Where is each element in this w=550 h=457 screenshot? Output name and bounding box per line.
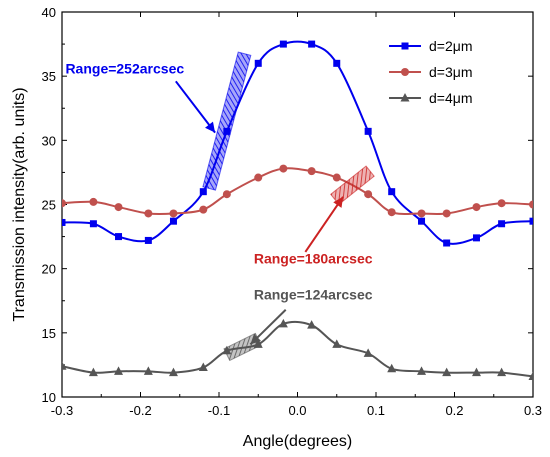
annotation-arrow-head [205, 121, 216, 133]
range-band [202, 51, 252, 191]
data-point [472, 203, 481, 212]
x-tick-label: -0.2 [129, 403, 151, 418]
data-point [144, 209, 153, 218]
data-point [388, 188, 396, 196]
data-point [254, 173, 263, 182]
x-tick-label: -0.1 [208, 403, 230, 418]
data-point [62, 218, 66, 226]
data-point [443, 239, 451, 247]
data-point [417, 366, 427, 375]
data-point [529, 217, 533, 225]
legend-label: d=2μm [429, 38, 472, 54]
data-point [308, 40, 316, 48]
y-axis-label: Transmission intensity(arb. units) [11, 87, 28, 321]
data-point [417, 209, 426, 218]
data-point [62, 199, 66, 208]
data-point [307, 167, 316, 176]
annotation-arrow-line [175, 80, 216, 134]
data-point [364, 127, 372, 135]
data-point [88, 367, 98, 377]
annotation-arrow-line [304, 196, 344, 253]
data-point [168, 367, 178, 377]
data-point [89, 197, 98, 206]
data-point [115, 233, 123, 241]
y-tick-label: 25 [42, 198, 56, 213]
data-point [529, 200, 533, 209]
data-point [387, 208, 396, 217]
series-line-2 [62, 320, 533, 378]
data-point [62, 361, 67, 370]
y-tick-label: 20 [42, 262, 56, 277]
x-axis-label: Angle(degrees) [243, 433, 352, 450]
x-tick-label: 0.1 [367, 403, 385, 418]
y-tick-label: 15 [42, 326, 56, 341]
annotation-arrow-head [333, 196, 344, 208]
y-tick-label: 10 [42, 390, 56, 405]
range-band [330, 165, 375, 206]
data-point [222, 190, 231, 199]
data-point [472, 234, 480, 242]
data-point [332, 173, 341, 182]
data-point [497, 199, 506, 208]
data-point [307, 320, 317, 329]
data-point [528, 371, 533, 380]
data-point [418, 217, 426, 225]
data-point [333, 59, 341, 67]
data-point [497, 367, 507, 377]
data-point [387, 363, 397, 373]
annotation-arrow-head [250, 333, 262, 345]
data-point [471, 367, 481, 377]
y-tick-label: 30 [42, 133, 56, 148]
data-point [498, 220, 506, 228]
data-point [254, 59, 262, 67]
plot-area [62, 40, 533, 380]
data-point [143, 366, 153, 375]
y-tick-label: 40 [42, 5, 56, 20]
data-point [363, 348, 373, 357]
data-point [279, 164, 288, 173]
annotation-label: Range=252arcsec [65, 61, 184, 77]
annotation-label: Range=124arcsec [254, 286, 373, 302]
legend: d=2μm d=3μm d=4μm [389, 38, 472, 106]
legend-marker [401, 68, 409, 76]
legend-marker [401, 42, 409, 50]
legend-label: d=4μm [429, 90, 472, 106]
legend-marker [400, 93, 410, 102]
x-tick-label: 0.0 [288, 403, 306, 418]
data-point [144, 236, 152, 244]
data-point [199, 205, 208, 214]
data-point [198, 362, 208, 371]
data-point [89, 220, 97, 228]
series-line-1 [62, 167, 533, 216]
data-point [114, 203, 123, 212]
x-tick-label: -0.3 [51, 403, 73, 418]
data-point [279, 40, 287, 48]
legend-label: d=3μm [429, 64, 472, 80]
data-point [169, 217, 177, 225]
data-point [332, 339, 342, 348]
data-point [199, 188, 207, 196]
y-tick-label: 35 [42, 69, 56, 84]
x-tick-label: 0.3 [524, 403, 542, 418]
x-tick-label: 0.2 [445, 403, 463, 418]
data-point [364, 190, 373, 199]
data-point [442, 209, 451, 218]
data-point [169, 209, 178, 218]
annotation-label: Range=180arcsec [254, 251, 373, 267]
data-point [114, 366, 124, 375]
data-point [278, 318, 288, 328]
data-point [442, 367, 452, 377]
